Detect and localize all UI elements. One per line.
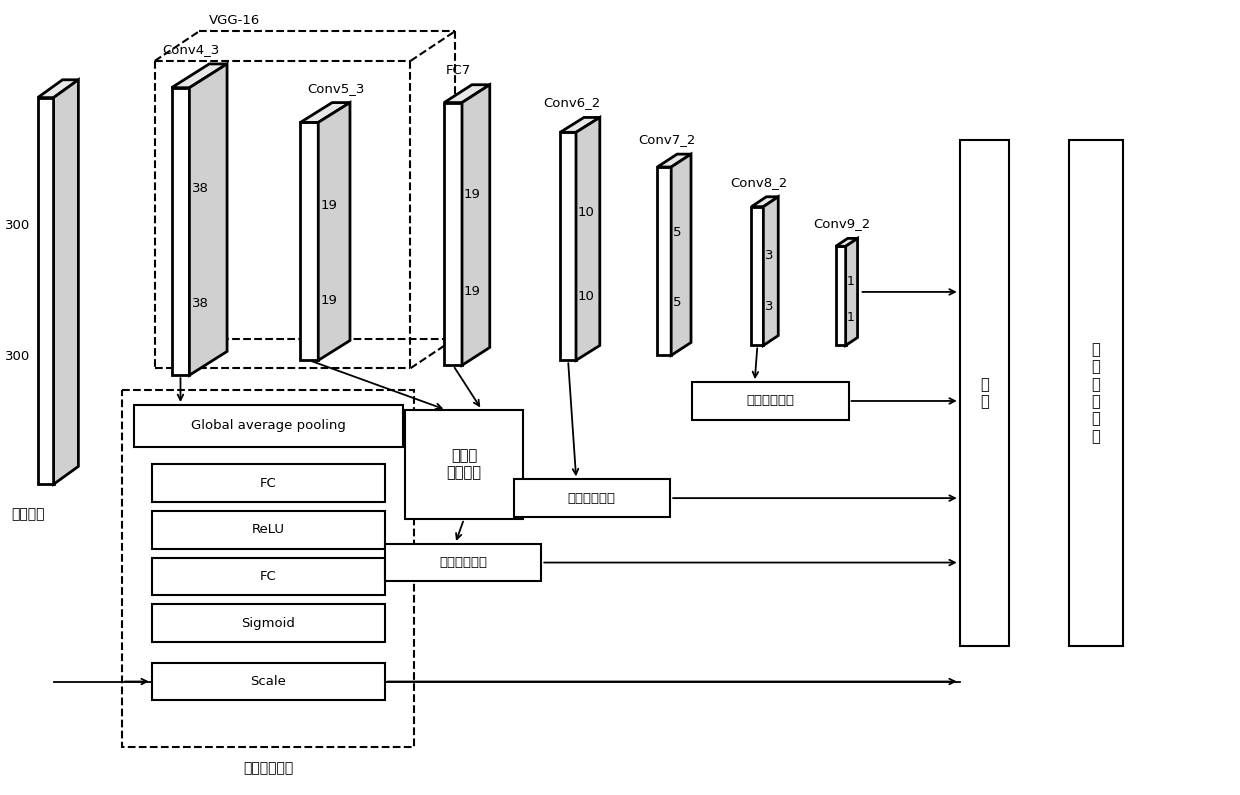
Text: 检
测: 检 测 [980,377,988,409]
Text: 特征图
融合模块: 特征图 融合模块 [446,448,481,481]
Text: Conv5_3: Conv5_3 [308,82,365,95]
Text: Scale: Scale [250,675,286,688]
Bar [122,390,414,747]
Text: Conv8_2: Conv8_2 [730,176,787,189]
Text: FC: FC [260,477,277,490]
Bar [692,382,848,420]
Polygon shape [657,154,691,167]
Text: 10: 10 [578,206,595,219]
Polygon shape [300,103,350,122]
Text: 输入图像: 输入图像 [11,507,45,521]
Polygon shape [560,118,600,132]
Bar [404,410,523,519]
Bar [151,464,384,502]
Polygon shape [764,196,779,346]
Text: FC7: FC7 [445,64,471,77]
Polygon shape [53,80,78,484]
Text: 通道注意机制: 通道注意机制 [243,761,294,775]
Text: VGG-16: VGG-16 [210,14,260,27]
Bar [134,405,403,447]
Polygon shape [37,98,53,484]
Text: 3: 3 [765,249,774,262]
Text: 通道注意机制: 通道注意机制 [746,394,795,408]
Text: Global average pooling: Global average pooling [191,419,346,432]
Text: 通道注意机制: 通道注意机制 [568,491,616,505]
Text: 38: 38 [192,297,210,310]
Text: 300: 300 [5,350,30,363]
Text: Conv7_2: Conv7_2 [639,134,696,146]
Polygon shape [463,85,490,365]
Bar [960,140,1009,646]
Text: 通道注意机制: 通道注意机制 [439,556,487,569]
Polygon shape [444,103,463,365]
Text: 5: 5 [673,296,682,309]
Polygon shape [846,238,858,346]
Polygon shape [171,87,190,375]
Bar [151,511,384,549]
Text: 38: 38 [192,182,210,195]
Polygon shape [190,64,227,375]
Polygon shape [836,238,858,246]
Polygon shape [444,85,490,103]
Text: Conv6_2: Conv6_2 [543,96,600,110]
Bar [513,479,670,517]
Polygon shape [300,122,319,360]
Text: 1: 1 [847,311,854,324]
Text: ReLU: ReLU [252,523,285,537]
Text: 10: 10 [578,290,595,303]
Polygon shape [751,207,764,346]
Text: 19: 19 [464,188,481,201]
Text: Conv9_2: Conv9_2 [813,218,870,231]
Text: 19: 19 [464,285,481,298]
Polygon shape [560,132,577,360]
Bar [1069,140,1123,646]
Polygon shape [671,154,691,355]
Text: 3: 3 [765,300,774,313]
Polygon shape [751,196,779,207]
Text: 19: 19 [320,200,337,212]
Bar [384,544,542,581]
Bar [151,557,384,595]
Polygon shape [171,64,227,87]
Polygon shape [657,167,671,355]
Polygon shape [577,118,600,360]
Bar [151,604,384,642]
Polygon shape [319,103,350,360]
Text: 19: 19 [320,294,337,308]
Text: 300: 300 [5,219,30,231]
Text: 1: 1 [847,274,854,288]
Text: FC: FC [260,570,277,583]
Text: 非
极
大
値
抑
制: 非 极 大 値 抑 制 [1091,342,1100,444]
Polygon shape [836,246,846,346]
Text: Sigmoid: Sigmoid [242,617,295,630]
Polygon shape [37,80,78,98]
Text: Conv4_3: Conv4_3 [161,43,219,56]
Text: 5: 5 [673,227,682,239]
Bar [151,663,384,700]
